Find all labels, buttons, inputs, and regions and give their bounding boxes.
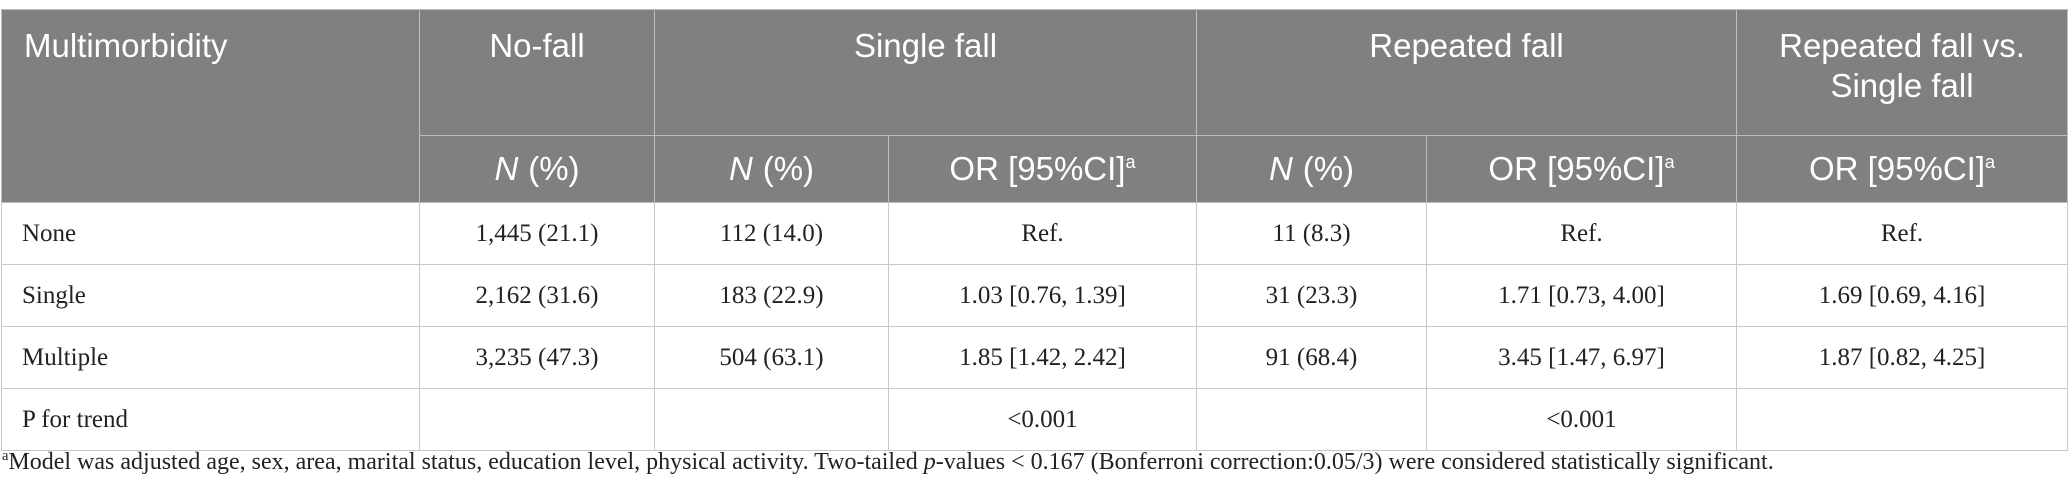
header-cell: OR [95%CI]a — [888, 135, 1197, 203]
header-sup: a — [1985, 152, 1996, 172]
header-cell: Repeated fall — [1195, 9, 1738, 136]
table-cell: 31 (23.3) — [1196, 264, 1427, 327]
header-cell: N (%) — [419, 135, 655, 203]
header-italic: N — [494, 150, 519, 187]
table-cell: 3,235 (47.3) — [419, 326, 655, 389]
data-table: Multimorbidity No-fall Single fall Repeated… — [1, 9, 2068, 451]
table-body: None 1,445 (21.1) 112 (14.0) Ref. 11 (8.3) Re… — [1, 202, 2068, 451]
table-cell: 1.85 [1.42, 2.42] — [888, 326, 1197, 389]
header-text: OR [95%CI] — [1488, 150, 1665, 187]
row-label: Multiple — [1, 326, 420, 389]
row-label: None — [1, 202, 420, 265]
header-sup: a — [1125, 152, 1136, 172]
table-row: Single 2,162 (31.6) 183 (22.9) 1.03 [0.76, … — [1, 264, 2068, 327]
table-cell: 112 (14.0) — [654, 202, 889, 265]
header-cell: Repeated fall vs. Single fall — [1736, 9, 2068, 136]
header-cell: N (%) — [654, 135, 889, 203]
table-cell: Ref. — [1425, 202, 1738, 265]
table-cell: 183 (22.9) — [654, 264, 889, 327]
footnote-italic: p — [923, 449, 936, 475]
table-cell: 1.71 [0.73, 4.00] — [1425, 264, 1738, 327]
footnote-text: -values < 0.167 (Bonferroni correction:0… — [935, 449, 1774, 475]
header-row: N (%) N (%) OR [95%CI]a N (%) OR [95%CI]a OR [95… — [2, 135, 2068, 203]
table-header: Multimorbidity No-fall Single fall Repeated… — [1, 9, 2068, 203]
header-text: (%) — [528, 150, 580, 187]
table-cell: 1.87 [0.82, 4.25] — [1736, 326, 2068, 389]
table-cell: 1.69 [0.69, 4.16] — [1736, 264, 2068, 327]
table-cell — [1196, 388, 1427, 451]
header-text: (%) — [1302, 150, 1355, 187]
header-text: (%) — [762, 150, 815, 187]
table-row: P for trend <0.001 <0.001 — [1, 388, 2068, 451]
table-cell: <0.001 — [888, 388, 1197, 451]
header-cell: N (%) — [1196, 135, 1427, 203]
header-italic: N — [728, 150, 753, 187]
table-cell: 504 (63.1) — [654, 326, 889, 389]
footnote-text: Model was adjusted age, sex, area, marit… — [8, 449, 924, 475]
table-cell: Ref. — [1736, 202, 2068, 265]
table-cell: 11 (8.3) — [1196, 202, 1427, 265]
header-italic: N — [1268, 150, 1293, 187]
header-cell: No-fall — [419, 9, 655, 136]
header-cell: OR [95%CI]a — [1425, 135, 1738, 203]
table-row: None 1,445 (21.1) 112 (14.0) Ref. 11 (8.3) Re… — [1, 202, 2068, 265]
table-cell: 1,445 (21.1) — [419, 202, 655, 265]
header-row: Multimorbidity No-fall Single fall Repeated… — [1, 9, 2068, 203]
header-text: OR [95%CI] — [1808, 150, 1985, 187]
table-cell: Ref. — [888, 202, 1197, 265]
header-cell: Single fall — [654, 9, 1197, 136]
footnote: aModel was adjusted age, sex, area, mari… — [2, 448, 1774, 476]
table-cell: 2,162 (31.6) — [419, 264, 655, 327]
header-cell: OR [95%CI]a — [1736, 135, 2068, 203]
table-cell — [654, 388, 889, 451]
table-cell: 91 (68.4) — [1196, 326, 1427, 389]
header-cell: Multimorbidity — [1, 9, 420, 203]
header-text: OR [95%CI] — [949, 150, 1126, 187]
table-cell — [1736, 388, 2068, 451]
table-cell: 1.03 [0.76, 1.39] — [888, 264, 1197, 327]
row-label: Single — [1, 264, 420, 327]
table-cell — [419, 388, 655, 451]
table-cell: <0.001 — [1425, 388, 1738, 451]
table-cell: 3.45 [1.47, 6.97] — [1425, 326, 1738, 389]
header-sup: a — [1664, 152, 1675, 172]
footnote-marker: a — [2, 448, 9, 464]
table-row: Multiple 3,235 (47.3) 504 (63.1) 1.85 [1.42… — [1, 326, 2068, 389]
row-label: P for trend — [1, 388, 420, 451]
